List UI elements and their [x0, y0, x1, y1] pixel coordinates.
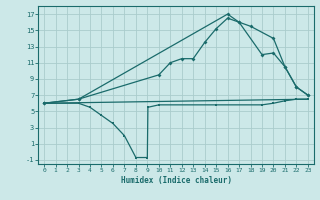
X-axis label: Humidex (Indice chaleur): Humidex (Indice chaleur): [121, 176, 231, 185]
